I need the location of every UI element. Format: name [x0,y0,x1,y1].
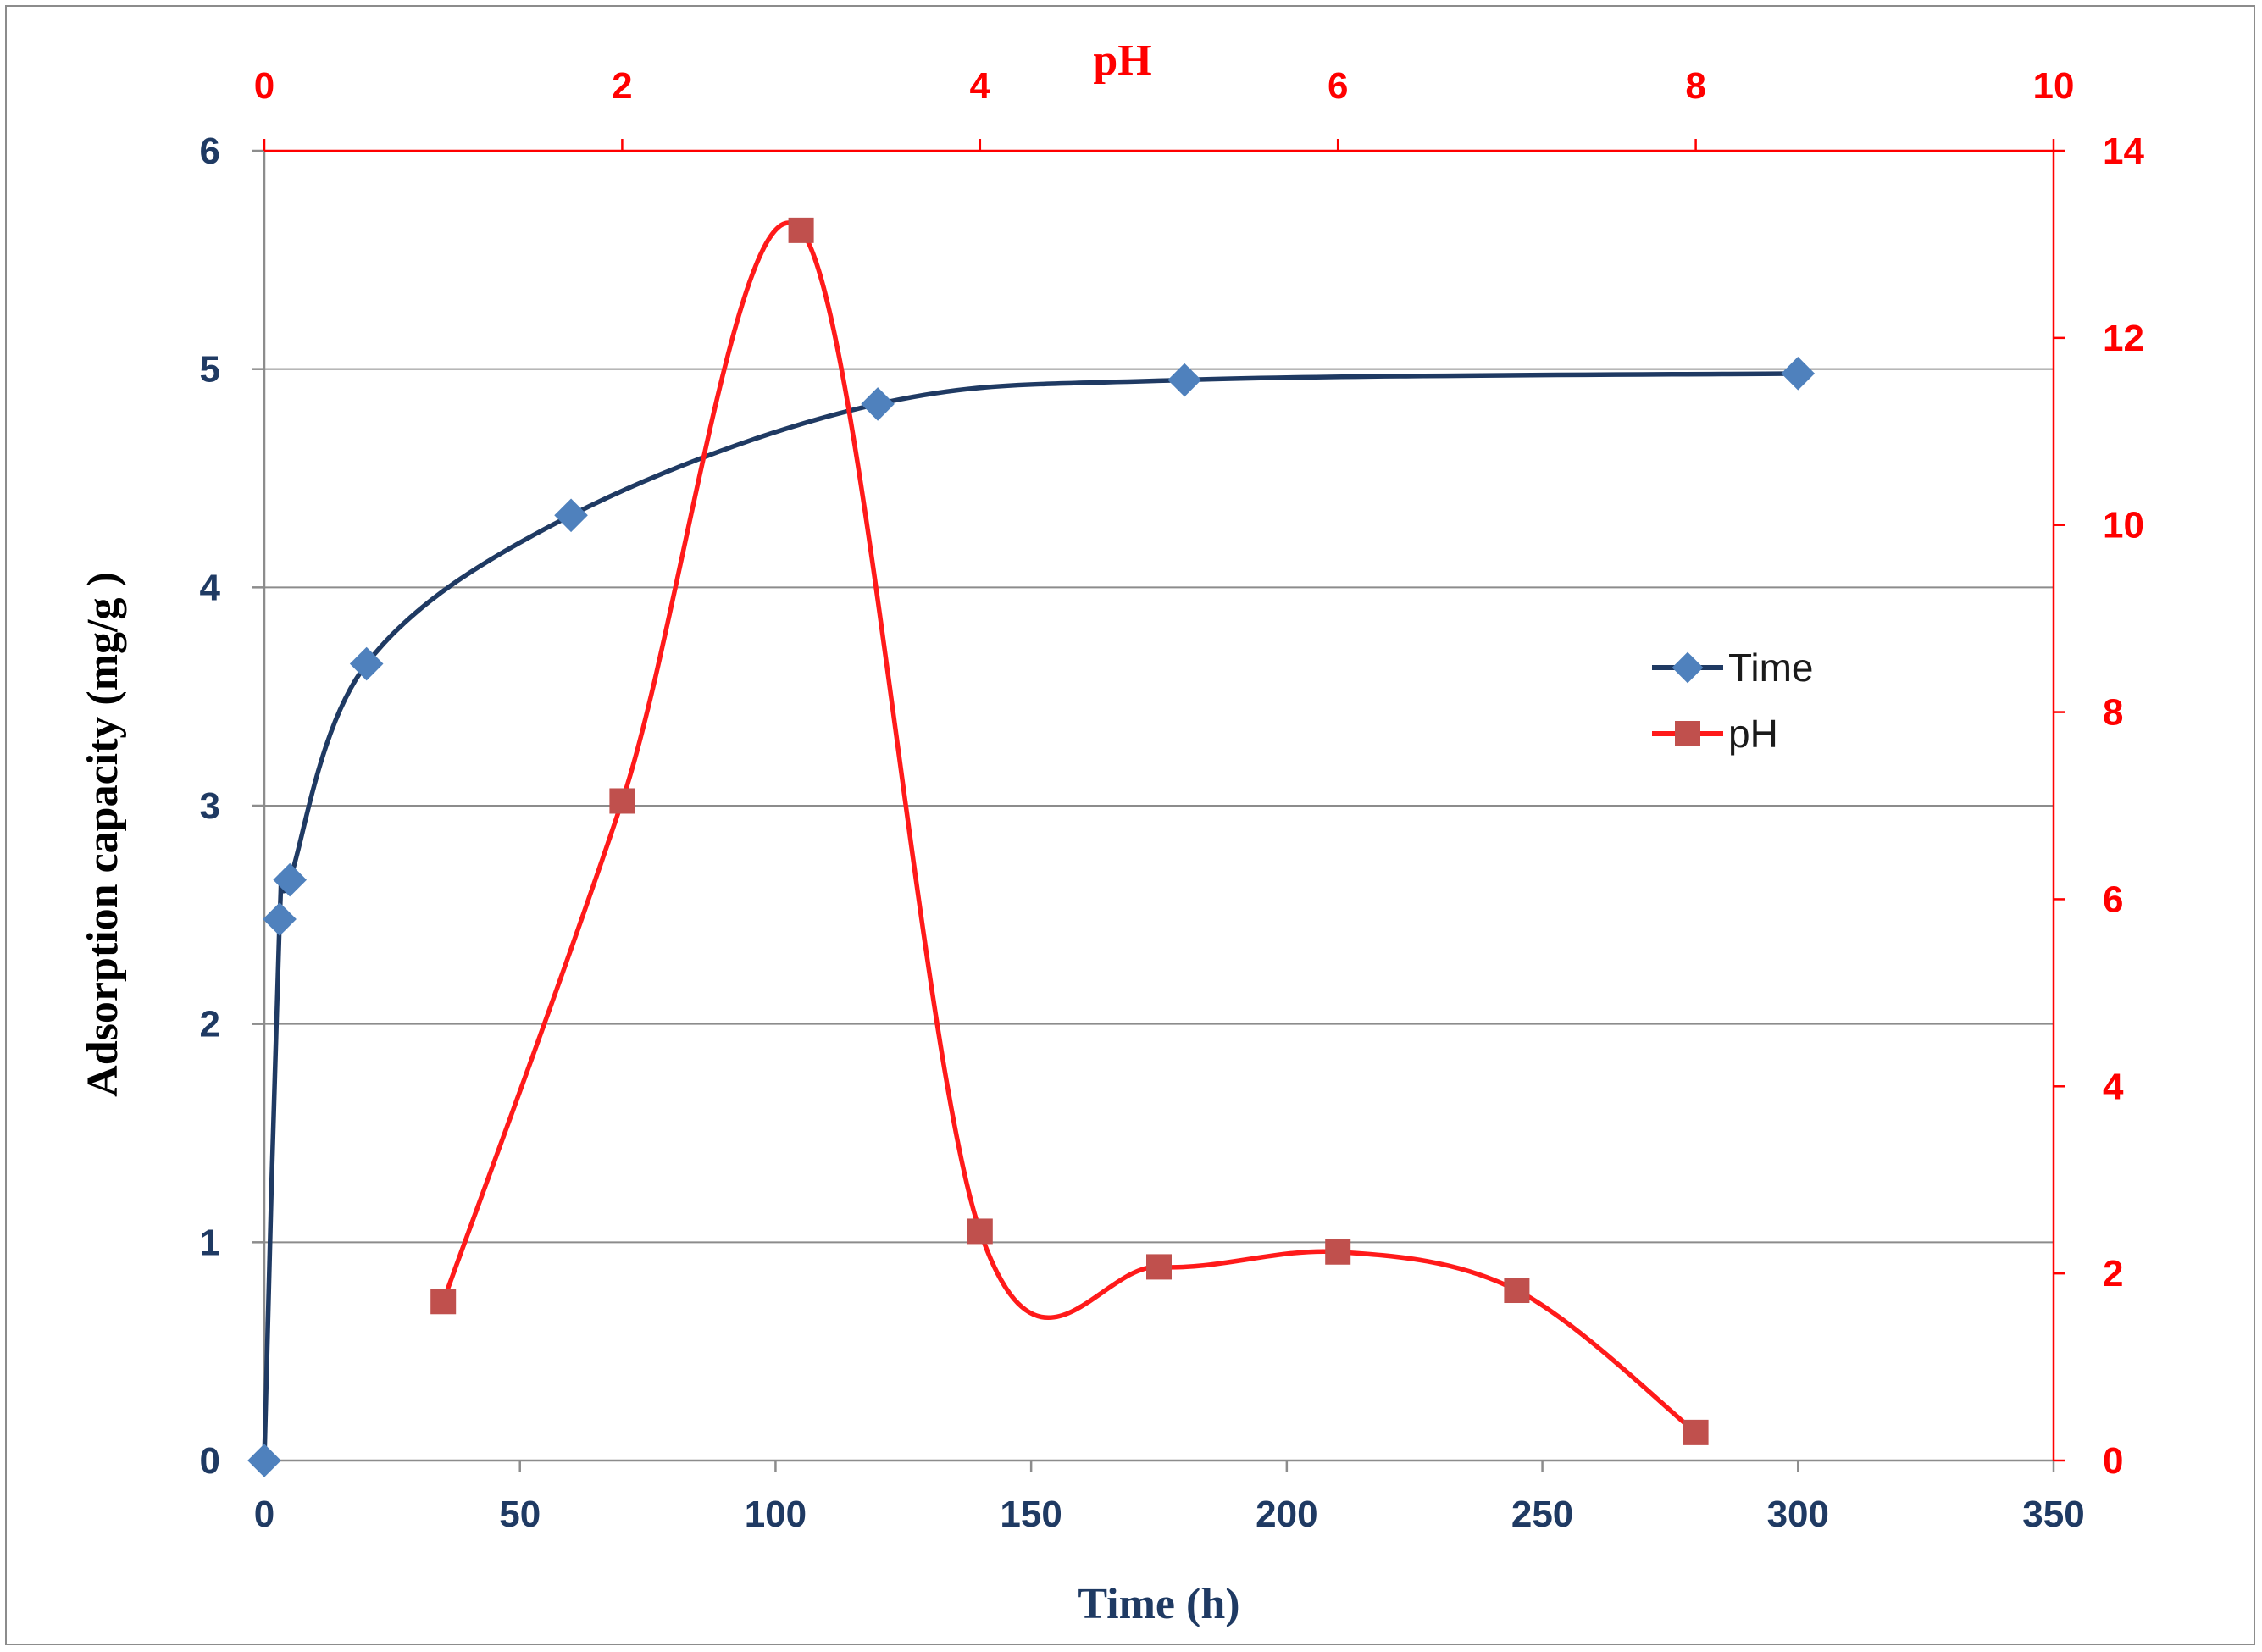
legend-marker-diamond [1672,651,1704,684]
legend-label-time: Time [1728,646,1814,690]
legend-item-ph: pH [1652,712,1778,756]
x-tick-label-50: 50 [499,1494,541,1535]
chart-frame [5,5,2255,1645]
y-tick-label-4: 4 [200,567,221,608]
y2-tick-label-8: 8 [2103,692,2123,734]
x2-tick-label-8: 8 [1685,65,1705,107]
y-tick-label-2: 2 [200,1004,220,1045]
y-tick-label-5: 5 [200,349,220,391]
y2-tick-label-6: 6 [2103,879,2123,920]
y2-tick-label-0: 0 [2103,1440,2123,1482]
y-tick-label-1: 1 [200,1222,220,1263]
time-point-4 [554,498,588,533]
legend-marker-square [1675,721,1700,746]
time-point-3 [349,646,384,681]
y2-tick-label-2: 2 [2103,1253,2123,1294]
ph-point-6 [1504,1278,1530,1304]
x2-tick-label-10: 10 [2033,65,2075,107]
ph-point-4 [1146,1254,1172,1280]
series-line-time [262,371,1799,1461]
x-axis-title: Time (h) [1078,1580,1239,1628]
x2-axis-title: pH [1093,36,1151,85]
ph-point-3 [967,1218,993,1245]
y-axis-title: Adsorption capacity (mg/g ) [79,572,127,1097]
x-tick-label-200: 200 [1256,1494,1317,1535]
y-tick-label-6: 6 [200,130,220,172]
y-tick-label-3: 3 [200,785,220,827]
ph-point-5 [1325,1239,1351,1265]
time-point-0 [247,1444,281,1477]
y-tick-label-0: 0 [200,1440,220,1482]
x-tick-label-150: 150 [1000,1494,1062,1535]
x2-tick-label-2: 2 [612,65,632,107]
y2-tick-label-14: 14 [2103,130,2144,172]
y2-tick-label-12: 12 [2103,318,2144,359]
x-tick-label-100: 100 [745,1494,807,1535]
time-point-2 [273,862,307,897]
time-point-7 [1781,357,1816,391]
legend-label-ph: pH [1728,712,1778,756]
series-layer [247,217,1816,1477]
x2-tick-label-4: 4 [970,65,991,107]
y2-tick-label-10: 10 [2103,505,2144,546]
time-point-5 [861,387,895,421]
y2-tick-label-4: 4 [2103,1066,2124,1107]
legend: Time pH [1652,646,1814,756]
x2-tick-label-0: 0 [254,65,274,107]
axes [252,139,2065,1472]
ph-point-7 [1683,1419,1709,1445]
x-tick-label-250: 250 [1511,1494,1573,1535]
x2-tick-label-6: 6 [1328,65,1348,107]
x-tick-label-350: 350 [2022,1494,2084,1535]
x-tick-label-300: 300 [1767,1494,1829,1535]
ph-point-2 [788,217,814,243]
grid-lines [264,150,2054,1244]
ph-point-1 [609,788,635,814]
series-line-ph [441,220,1698,1435]
legend-item-time: Time [1652,646,1814,690]
time-point-1 [263,902,297,936]
x-tick-label-0: 0 [254,1494,274,1535]
ph-point-0 [430,1289,457,1315]
